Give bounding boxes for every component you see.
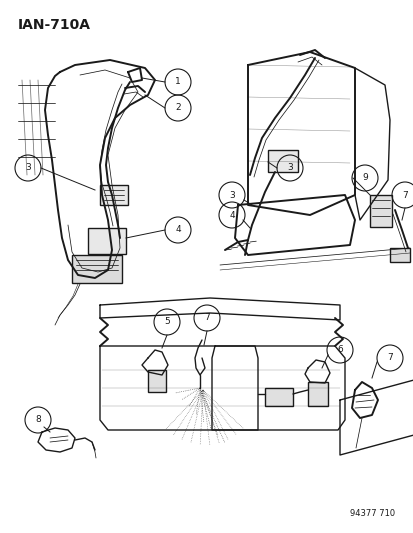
Text: 4: 4 xyxy=(229,211,234,220)
Text: 8: 8 xyxy=(35,416,41,424)
Text: 6: 6 xyxy=(336,345,342,354)
Text: 7: 7 xyxy=(386,353,392,362)
Text: 2: 2 xyxy=(175,103,180,112)
FancyBboxPatch shape xyxy=(72,255,122,283)
Text: 3: 3 xyxy=(287,164,292,173)
Text: 7: 7 xyxy=(401,190,407,199)
FancyBboxPatch shape xyxy=(369,195,391,227)
Text: IAN-710A: IAN-710A xyxy=(18,18,91,32)
Text: 1: 1 xyxy=(175,77,180,86)
FancyBboxPatch shape xyxy=(88,228,126,254)
Text: 94377 710: 94377 710 xyxy=(349,509,394,518)
Text: 4: 4 xyxy=(175,225,180,235)
FancyBboxPatch shape xyxy=(264,388,292,406)
FancyBboxPatch shape xyxy=(389,248,409,262)
Text: 9: 9 xyxy=(361,174,367,182)
Text: 5: 5 xyxy=(164,318,169,327)
FancyBboxPatch shape xyxy=(147,370,166,392)
Text: 3: 3 xyxy=(25,164,31,173)
Text: 7: 7 xyxy=(204,313,209,322)
Text: 3: 3 xyxy=(228,190,234,199)
FancyBboxPatch shape xyxy=(100,185,128,205)
FancyBboxPatch shape xyxy=(307,382,327,406)
FancyBboxPatch shape xyxy=(267,150,297,172)
